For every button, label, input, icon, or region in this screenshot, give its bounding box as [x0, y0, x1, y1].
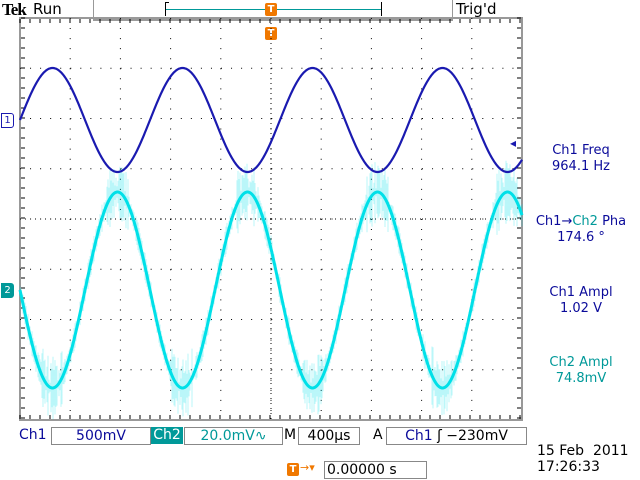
measurement-value: 1.02 V — [522, 301, 640, 317]
date: 15 Feb 2011 — [537, 443, 629, 459]
measurement-ch1-ampl: Ch1 Ampl 1.02 V — [522, 285, 640, 317]
trigger-level-arrow-icon: ◂ — [510, 136, 516, 150]
measurement-label: Ch1 — [536, 214, 562, 229]
measurement-value: 74.8mV — [522, 371, 640, 387]
trigger-position-value[interactable]: 0.00000 s — [324, 461, 427, 479]
measurement-value: 174.6 ° — [522, 230, 640, 246]
ch1-scale[interactable]: 500mV — [51, 427, 151, 445]
arrow-icon: →▾ — [300, 461, 315, 474]
ch2-scale[interactable]: 20.0mV∿ — [184, 427, 283, 445]
time: 17:26:33 — [537, 459, 600, 475]
ch1-label[interactable]: Ch1 — [19, 427, 47, 443]
measurement-label: Ch1 Freq — [522, 143, 640, 159]
measurement-phase: Ch1→Ch2 Pha 174.6 ° — [522, 214, 640, 246]
ch1-ground-marker[interactable]: 1 — [1, 113, 14, 128]
trigger-level: −230mV — [446, 428, 508, 444]
trigger-settings[interactable]: Ch1 ʃ −230mV — [386, 427, 527, 445]
measurement-label: Ch2 Ampl — [522, 355, 640, 371]
measurement-label: Ch2 — [572, 214, 598, 229]
trigger-icon: T — [287, 463, 299, 476]
ch2-ground-marker[interactable]: 2 — [1, 283, 14, 298]
arrow-icon: → — [561, 214, 572, 229]
measurement-value: 964.1 Hz — [522, 159, 640, 175]
trigger-source: Ch1 — [405, 428, 433, 444]
trigger-label: A — [373, 427, 383, 443]
measurement-ch2-ampl: Ch2 Ampl 74.8mV — [522, 355, 640, 387]
timebase-label: M — [284, 427, 296, 443]
timebase-scale[interactable]: 400µs — [298, 427, 360, 445]
rising-edge-icon: ʃ — [437, 428, 442, 444]
measurement-ch1-freq: Ch1 Freq 964.1 Hz — [522, 143, 640, 175]
measurement-label: Ch1 Ampl — [522, 285, 640, 301]
ch2-label[interactable]: Ch2 — [151, 427, 183, 444]
measurement-label: Pha — [598, 214, 626, 229]
